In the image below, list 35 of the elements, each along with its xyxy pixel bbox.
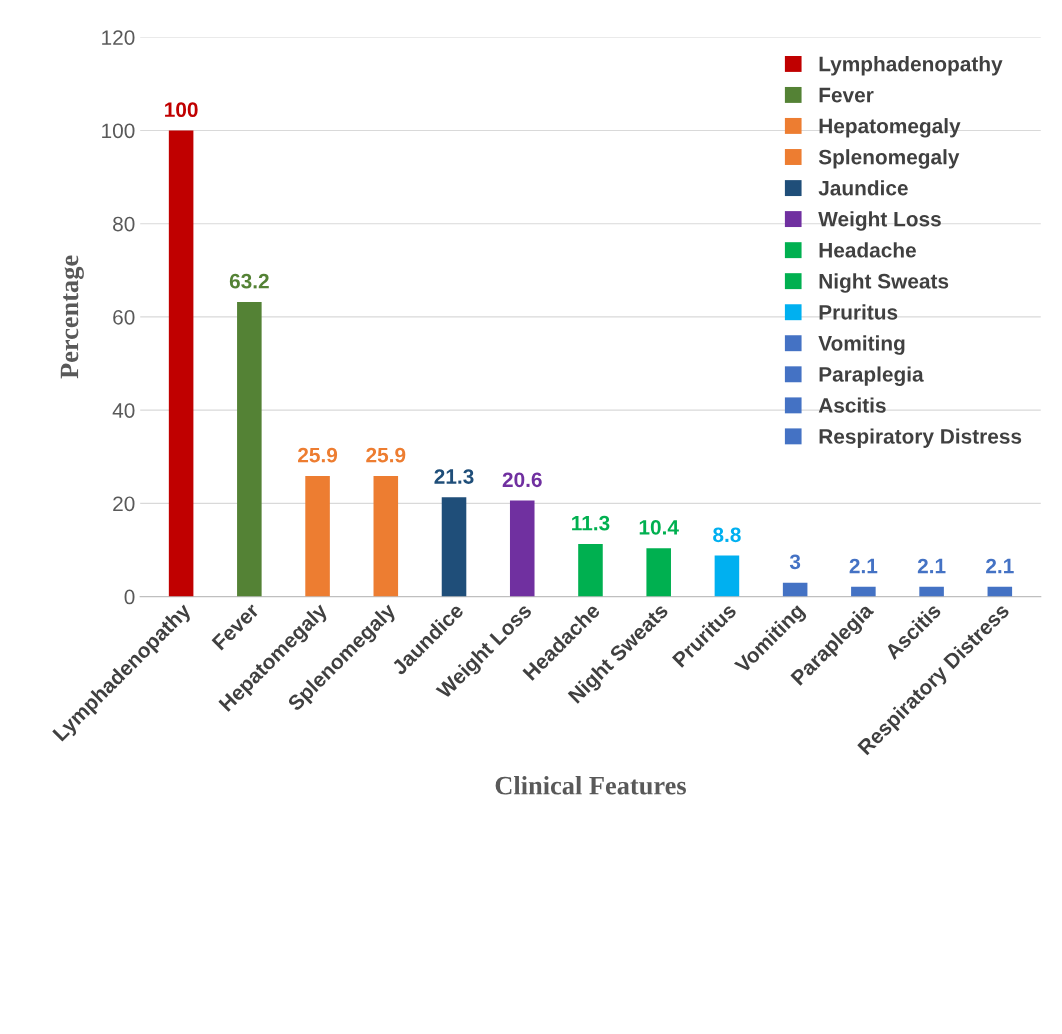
y-tick-label: 100 [102, 123, 135, 139]
data-label: 25.9 [298, 447, 338, 463]
data-label: 2.1 [986, 558, 1014, 574]
y-tick-label: 60 [113, 309, 135, 325]
data-label: 25.9 [366, 447, 406, 463]
legend-label: Vomiting [818, 335, 905, 355]
y-tick-label: 120 [102, 30, 135, 45]
data-label: 8.8 [713, 527, 741, 543]
y-tick-label: 80 [113, 216, 135, 232]
y-axis-title: Percentage [60, 255, 84, 379]
legend-label: Fever [819, 87, 874, 103]
legend-label: Pruritus [819, 304, 898, 320]
data-label: 2.1 [917, 558, 946, 574]
data-label: 10.4 [639, 519, 679, 535]
legend-label: Jaundice [818, 180, 908, 196]
legend-label: Hepatomegaly [819, 118, 961, 138]
data-label: 100 [165, 102, 198, 118]
legend-label: Respiratory Distress [819, 428, 1022, 448]
legend-label: Night Sweats [819, 273, 949, 293]
data-label: 11.3 [572, 515, 610, 531]
data-label: 3 [789, 554, 801, 570]
legend-label: Headache [819, 242, 916, 258]
y-tick-label: 40 [112, 403, 135, 418]
legend-label: Ascitis [818, 397, 886, 413]
legend-label: Weight Loss [818, 211, 941, 231]
data-label: 63.2 [229, 273, 269, 289]
y-tick-label: 20 [113, 496, 135, 512]
legend-label: Splenomegaly [818, 149, 960, 169]
data-label: 21.3 [434, 469, 474, 484]
legend-label: Paraplegia [819, 366, 924, 386]
x-axis-title: Clinical Features [495, 775, 686, 795]
data-label: 2.1 [849, 558, 878, 574]
data-label: 20.6 [502, 472, 542, 488]
y-tick-label: 0 [124, 589, 135, 605]
legend-label: Lymphadenopathy [819, 56, 1003, 76]
